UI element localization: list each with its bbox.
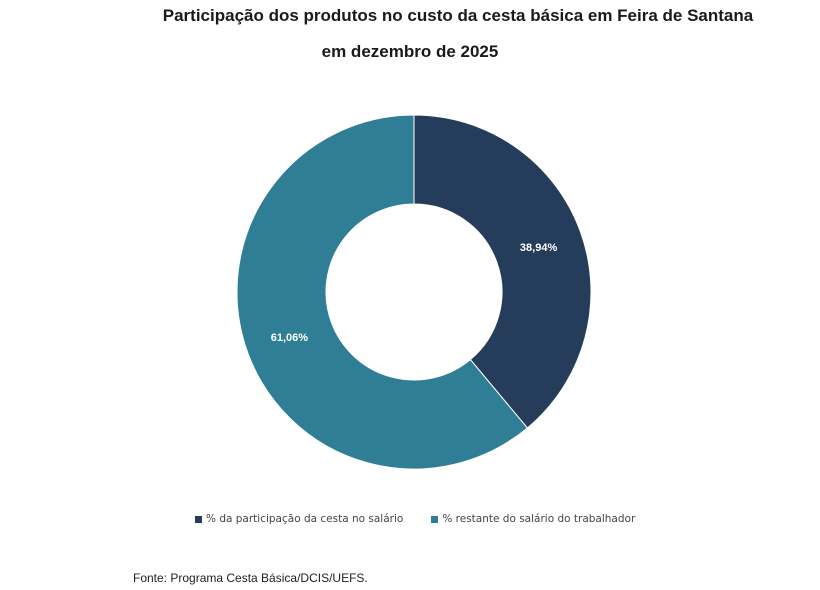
source-note: Fonte: Programa Cesta Básica/DCIS/UEFS. — [133, 571, 368, 585]
legend: % da participação da cesta no salário % … — [195, 513, 635, 525]
legend-label: % da participação da cesta no salário — [206, 513, 404, 525]
chart-subtitle: em dezembro de 2025 — [321, 42, 499, 61]
legend-label: % restante do salário do trabalhador — [442, 513, 636, 525]
legend-swatch — [431, 515, 439, 523]
data-label: 38,94% — [520, 242, 558, 254]
legend-swatch — [195, 515, 202, 523]
data-label: 61,06% — [271, 332, 309, 344]
donut-slice — [236, 114, 529, 470]
legend-item-cesta: % da participação da cesta no salário — [195, 513, 403, 525]
chart-title: Participação dos produtos no custo da ce… — [162, 6, 754, 25]
donut-slice — [413, 114, 592, 429]
legend-item-restante: % restante do salário do trabalhador — [431, 513, 635, 525]
